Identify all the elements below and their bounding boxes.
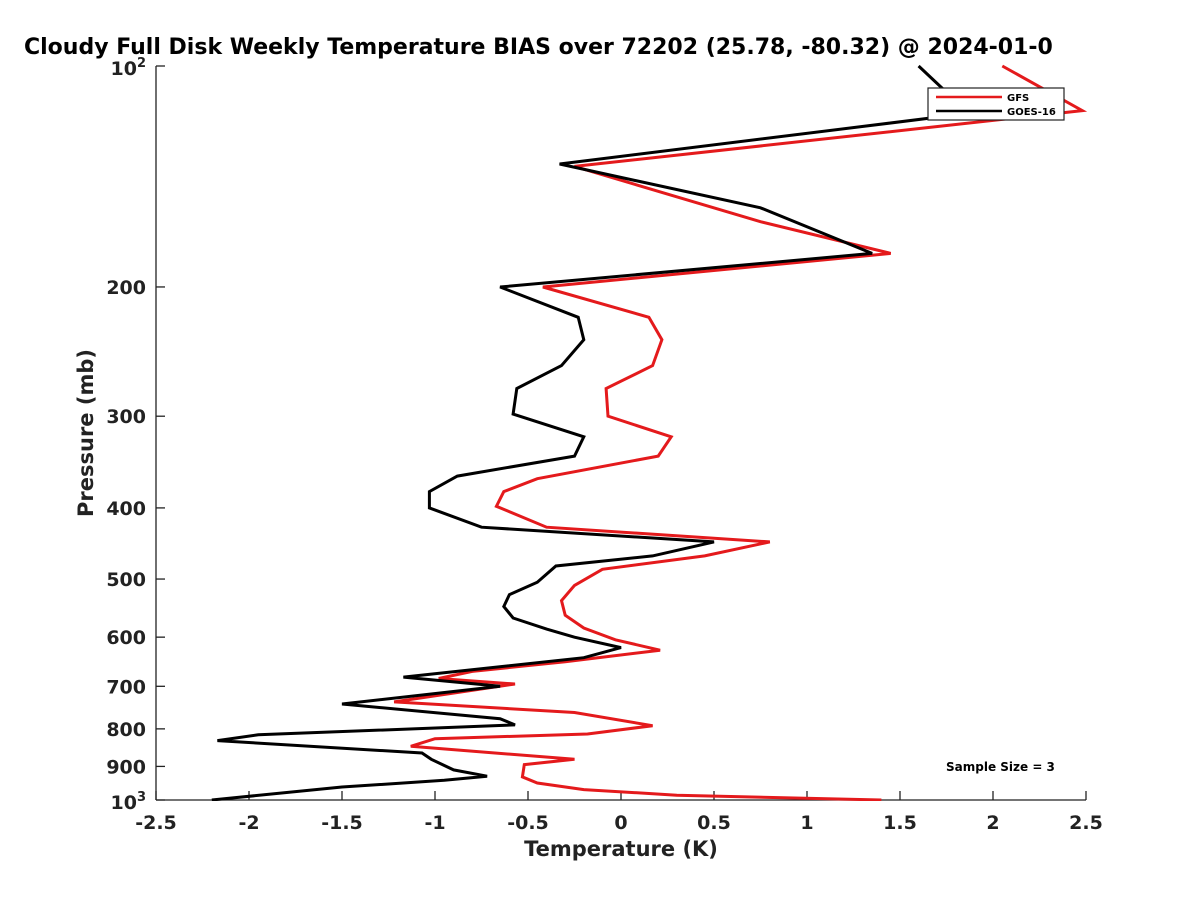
x-tick-label: 0.5 [697,812,731,834]
x-tick-label: 2.5 [1069,812,1103,834]
x-tick-label: -1.5 [321,812,363,834]
legend-label-gfs: GFS [1007,93,1029,104]
x-tick-label: -0.5 [507,812,549,834]
series-layer [211,64,1088,801]
x-axis-label: Temperature (K) [524,837,718,861]
series-line-gfs [393,64,1088,801]
y-tick-label: 200 [106,277,146,299]
y-tick-label: 500 [106,569,146,591]
y-tick-label: 700 [106,676,146,698]
y-tick-label: 600 [106,627,146,649]
y-tick-label: 300 [106,406,146,428]
x-tick-label: -2 [238,812,259,834]
y-axis-label: Pressure (mb) [74,349,98,517]
legend: GFS GOES-16 [927,87,1065,121]
x-tick-label: -1 [424,812,445,834]
y-tick-label: 800 [106,719,146,741]
legend-label-goes-16: GOES-16 [1007,107,1056,118]
x-tick-label: 0 [614,812,627,834]
x-tick-label: 1 [800,812,813,834]
y-tick-label: 102 [111,56,147,80]
x-tick-label: 2 [986,812,999,834]
chart-title: Cloudy Full Disk Weekly Temperature BIAS… [24,35,1053,60]
y-tick-label: 400 [106,498,146,520]
y-tick-label: 900 [106,756,146,778]
series-line-goes-16 [211,64,973,801]
y-axis-ticks: 200 300 400 500 600 700 800 900 102 103 [106,56,165,814]
legend-box [927,87,1065,121]
x-tick-label: 1.5 [883,812,917,834]
y-tick-label: 103 [111,790,147,814]
sample-size-annotation: Sample Size = 3 [946,760,1055,774]
x-tick-label: -2.5 [135,812,177,834]
x-axis-ticks: -2.5 -2 -1.5 -1 -0.5 0 0.5 1 1.5 2 2.5 [135,791,1103,834]
